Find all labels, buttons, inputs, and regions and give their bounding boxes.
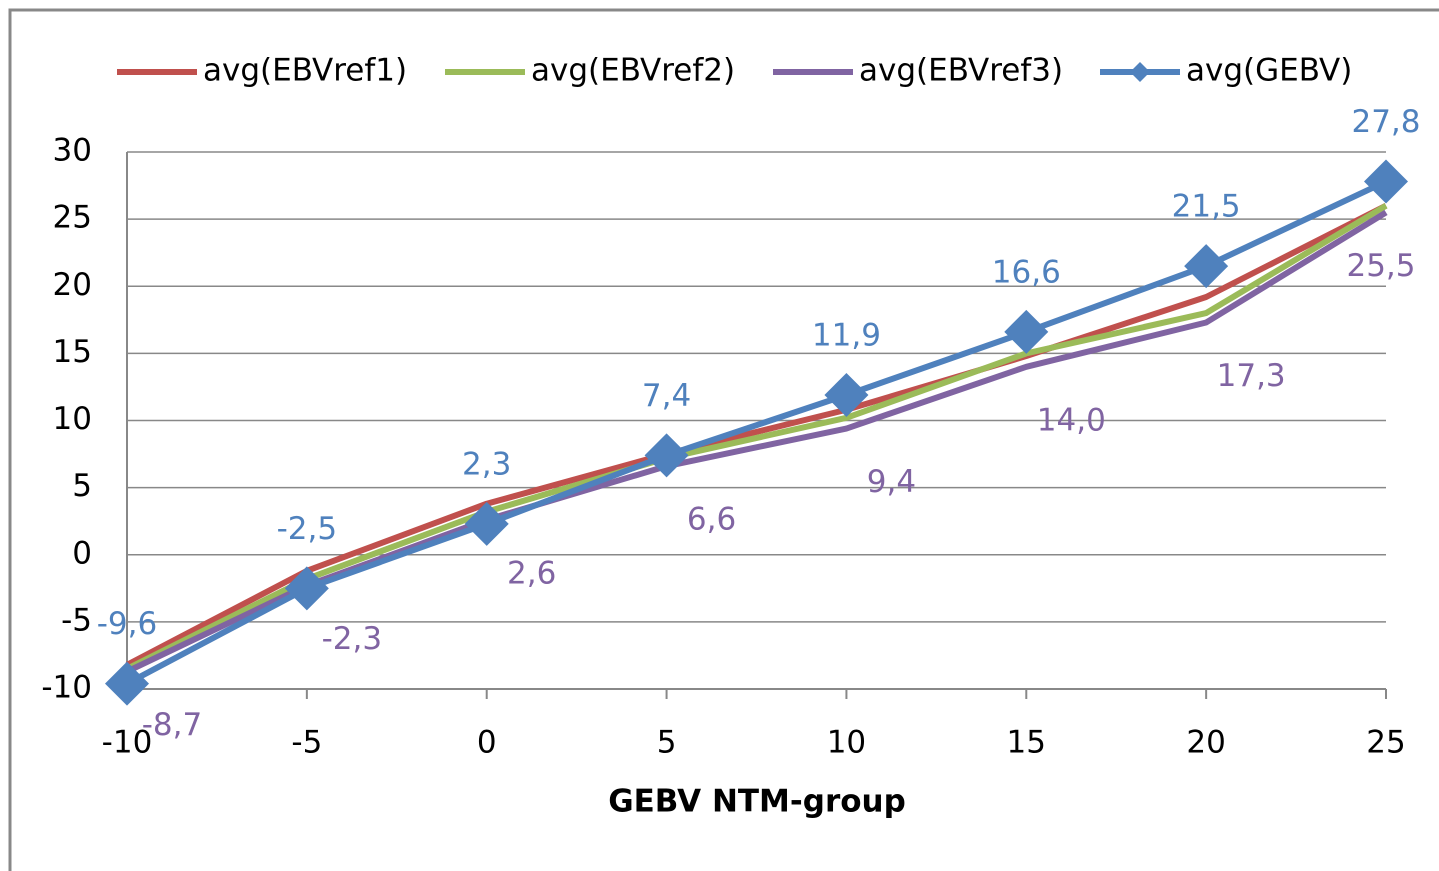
x-tick-label: 0 [477, 725, 497, 761]
point-marker [1184, 244, 1229, 289]
point-marker [105, 661, 149, 706]
x-tick-label: 10 [827, 725, 866, 761]
point-marker [1004, 309, 1049, 354]
data-label: 25,5 [1346, 248, 1415, 284]
data-label: 27,8 [1351, 104, 1420, 140]
y-tick-label: -5 [61, 602, 92, 638]
legend-label: avg(GEBV) [1186, 53, 1352, 89]
data-label: 2,6 [507, 555, 556, 591]
data-label: 16,6 [992, 254, 1061, 290]
data-label: 14,0 [1037, 402, 1106, 438]
point-marker [464, 501, 509, 546]
data-label: 2,3 [462, 446, 511, 482]
legend-marker [1130, 62, 1150, 82]
x-axis-label: GEBV NTM-group [608, 784, 906, 820]
x-tick-label: 5 [657, 725, 677, 761]
y-tick-label: 0 [72, 535, 92, 571]
x-tick-label: 25 [1366, 725, 1405, 761]
y-tick-label: 25 [53, 200, 92, 236]
data-label: 17,3 [1217, 358, 1286, 394]
data-label: -2,3 [322, 621, 383, 657]
y-tick-label: 15 [53, 334, 92, 370]
y-tick-label: 5 [72, 468, 92, 504]
data-label: 9,4 [867, 464, 916, 500]
y-tick-label: -10 [41, 670, 92, 706]
legend-label: avg(EBVref3) [859, 53, 1063, 89]
x-tick-label: 20 [1186, 725, 1225, 761]
data-label: 6,6 [687, 502, 736, 538]
legend-label: avg(EBVref1) [203, 53, 407, 89]
data-label: -2,5 [277, 511, 338, 547]
point-marker [644, 433, 689, 478]
point-marker [824, 372, 869, 417]
x-tick-label: 15 [1007, 725, 1046, 761]
data-label: 11,9 [812, 317, 881, 353]
series-line [125, 203, 1388, 668]
x-tick-label: -5 [291, 725, 322, 761]
data-label: 7,4 [642, 378, 691, 414]
x-tick-label: -10 [102, 725, 153, 761]
point-marker [1364, 159, 1408, 204]
legend-label: avg(EBVref2) [531, 53, 735, 89]
y-tick-label: 10 [53, 401, 92, 437]
series-line [125, 178, 1388, 687]
series-line [125, 203, 1388, 672]
data-label: -9,6 [97, 606, 158, 642]
data-label: 21,5 [1172, 189, 1241, 225]
data-label: -8,7 [142, 707, 203, 743]
y-tick-label: 30 [53, 133, 92, 169]
y-tick-label: 20 [53, 267, 92, 303]
point-marker [284, 566, 329, 611]
